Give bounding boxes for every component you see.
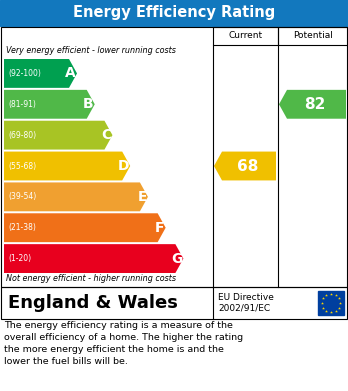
Text: 68: 68 [237, 158, 258, 174]
Text: (1-20): (1-20) [8, 254, 31, 263]
Text: A: A [65, 66, 76, 81]
Polygon shape [4, 121, 112, 150]
Polygon shape [4, 90, 95, 119]
Text: Not energy efficient - higher running costs: Not energy efficient - higher running co… [6, 274, 176, 283]
Text: The energy efficiency rating is a measure of the
overall efficiency of a home. T: The energy efficiency rating is a measur… [4, 321, 243, 366]
Polygon shape [4, 183, 148, 211]
Text: F: F [155, 221, 165, 235]
Text: B: B [83, 97, 94, 111]
Text: Current: Current [228, 32, 262, 41]
Bar [1, 27, 347, 287]
Text: C: C [101, 128, 111, 142]
Polygon shape [214, 152, 276, 180]
Polygon shape [279, 90, 346, 119]
Bar [278, 27, 348, 45]
Text: (92-100): (92-100) [8, 69, 41, 78]
Bar [1, 287, 347, 319]
Polygon shape [4, 213, 166, 242]
Text: Very energy efficient - lower running costs: Very energy efficient - lower running co… [6, 46, 176, 55]
Polygon shape [4, 59, 77, 88]
Text: (69-80): (69-80) [8, 131, 36, 140]
Text: (39-54): (39-54) [8, 192, 36, 201]
Bar [213, 27, 278, 45]
Polygon shape [4, 152, 130, 180]
Text: EU Directive
2002/91/EC: EU Directive 2002/91/EC [218, 293, 274, 313]
Text: (81-91): (81-91) [8, 100, 36, 109]
Text: 82: 82 [304, 97, 326, 112]
Polygon shape [4, 244, 183, 273]
Text: Potential: Potential [293, 32, 333, 41]
Text: E: E [137, 190, 147, 204]
Text: (21-38): (21-38) [8, 223, 36, 232]
Text: (55-68): (55-68) [8, 161, 36, 170]
Bar [0, 0, 348, 26]
Bar [318, 291, 344, 315]
Text: G: G [171, 251, 182, 265]
Text: Energy Efficiency Rating: Energy Efficiency Rating [73, 5, 275, 20]
Text: D: D [118, 159, 129, 173]
Text: England & Wales: England & Wales [8, 294, 178, 312]
